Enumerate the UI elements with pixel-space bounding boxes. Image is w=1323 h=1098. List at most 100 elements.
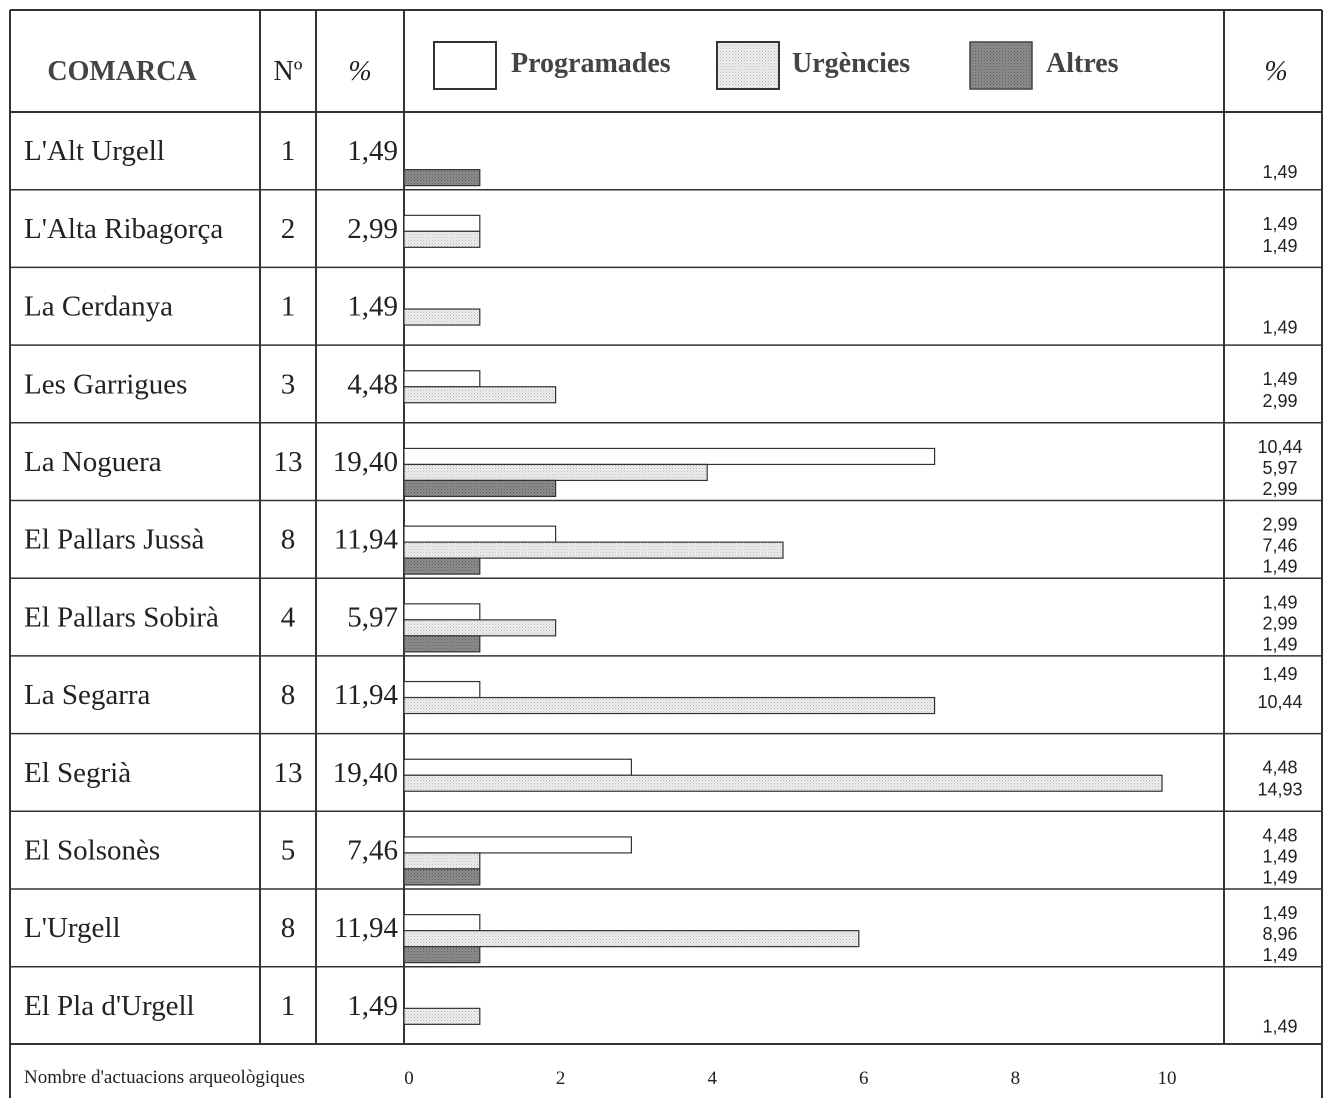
chart-rows: L'Alt Urgell 1 1,491,49L'Alta Ribagorça 2 2,…: [24, 135, 1303, 1037]
row-series-pct: 1,49: [1262, 317, 1297, 337]
header-pct: %: [348, 56, 371, 87]
row-series-pct: 1,49: [1262, 846, 1297, 866]
row-comarca: La Segarra: [24, 679, 151, 711]
row-count: 8: [281, 524, 296, 556]
row-comarca: El Pallars Sobirà: [24, 601, 219, 633]
row-comarca: El Pallars Jussà: [24, 524, 205, 556]
row-series-pct: 1,49: [1262, 162, 1297, 182]
row-count: 13: [274, 757, 303, 789]
row-la-noguera: La Noguera 13 19,40 10,445,972,99: [24, 437, 1303, 499]
row-series-pct: 1,49: [1262, 592, 1297, 612]
row-count: 1: [281, 990, 296, 1022]
row-la-cerdanya: La Cerdanya 1 1,49 1,49: [24, 291, 1298, 338]
legend-label-urgencies: Urgències: [792, 48, 910, 79]
row-comarca: L'Alt Urgell: [24, 135, 165, 167]
bar-programades: [403, 447, 936, 466]
x-tick-label: 6: [859, 1068, 869, 1089]
row-series-pct: 1,49: [1262, 236, 1297, 256]
x-tick-label: 8: [1011, 1068, 1021, 1089]
header-pct-right: %: [1264, 56, 1287, 87]
row-series-pct: 1,49: [1262, 557, 1297, 577]
row-series-pct: 7,46: [1262, 536, 1297, 556]
row-count: 4: [281, 601, 296, 633]
legend-swatch-programades: [433, 41, 497, 90]
row-count: 2: [281, 213, 296, 245]
row-el-pallars-sobira: El Pallars Sobirà 4 5,97 1,492,991,49: [24, 592, 1298, 654]
bar-urgencies: [403, 1007, 481, 1025]
row-pct: 11,94: [334, 524, 399, 556]
table-header: COMARCA Nº % % Programades Urgències Alt…: [47, 41, 1288, 90]
row-series-pct: 10,44: [1257, 692, 1302, 712]
row-series-pct: 4,48: [1262, 825, 1297, 845]
row-pct: 7,46: [347, 834, 398, 866]
row-pct: 19,40: [333, 446, 398, 478]
x-axis-label: Nombre d'actuacions arqueològiques: [24, 1067, 305, 1088]
row-series-pct: 2,99: [1262, 613, 1297, 633]
x-axis: Nombre d'actuacions arqueològiques 0 2 4 6 8…: [24, 1067, 1177, 1089]
bar-altres: [403, 557, 481, 575]
row-pct: 4,48: [347, 368, 398, 400]
row-el-pla-d-urgell: El Pla d'Urgell 1 1,49 1,49: [24, 990, 1298, 1037]
bar-urgencies: [403, 619, 557, 637]
x-tick-label: 4: [707, 1068, 717, 1089]
row-comarca: La Cerdanya: [24, 291, 173, 323]
bar-urgencies: [403, 230, 481, 248]
row-series-pct: 5,97: [1262, 458, 1297, 478]
bar-altres: [403, 868, 481, 886]
row-series-pct: 8,96: [1262, 924, 1297, 944]
bar-programades: [403, 758, 632, 776]
row-series-pct: 2,99: [1262, 515, 1297, 535]
row-series-pct: 1,49: [1262, 664, 1297, 684]
row-series-pct: 1,49: [1262, 945, 1297, 965]
row-comarca: L'Urgell: [24, 912, 121, 944]
bar-urgencies: [403, 774, 1163, 792]
bar-urgencies: [403, 852, 481, 870]
row-l-alta-ribagorca: L'Alta Ribagorça 2 2,99 1,491,49: [24, 213, 1298, 256]
row-series-pct: 1,49: [1262, 214, 1297, 234]
row-series-pct: 1,49: [1262, 634, 1297, 654]
row-pct: 1,49: [347, 990, 398, 1022]
row-count: 1: [281, 291, 296, 323]
row-pct: 19,40: [333, 757, 398, 789]
bar-urgencies: [403, 696, 936, 715]
row-l-urgell: L'Urgell 8 11,94 1,498,961,49: [24, 903, 1298, 965]
row-series-pct: 4,48: [1262, 758, 1297, 778]
row-series-pct: 1,49: [1262, 369, 1297, 389]
legend: Programades Urgències Altres: [433, 41, 1119, 90]
row-series-pct: 2,99: [1262, 391, 1297, 411]
row-count: 8: [281, 679, 296, 711]
row-count: 13: [274, 446, 303, 478]
row-pct: 1,49: [347, 135, 398, 167]
row-series-pct: 10,44: [1257, 437, 1302, 457]
row-series-pct: 1,49: [1262, 903, 1297, 923]
row-count: 8: [281, 912, 296, 944]
row-series-pct: 1,49: [1262, 867, 1297, 887]
legend-label-programades: Programades: [511, 48, 671, 79]
legend-swatch-altres: [969, 41, 1033, 90]
row-les-garrigues: Les Garrigues 3 4,48 1,492,99: [24, 368, 1298, 411]
bar-programades: [403, 370, 481, 388]
row-comarca: L'Alta Ribagorça: [24, 213, 223, 245]
row-pct: 2,99: [347, 213, 398, 245]
x-tick-label: 0: [404, 1068, 414, 1089]
bar-programades: [403, 680, 481, 699]
row-pct: 11,94: [334, 912, 399, 944]
row-comarca: Les Garrigues: [24, 368, 187, 400]
bar-programades: [403, 603, 481, 621]
row-pct: 1,49: [347, 291, 398, 323]
row-el-pallars-jussa: El Pallars Jussà 8 11,94 2,997,461,49: [24, 515, 1298, 577]
row-comarca: La Noguera: [24, 446, 162, 478]
x-tick-label: 10: [1158, 1068, 1177, 1089]
legend-swatch-urgencies: [716, 41, 780, 90]
row-el-solsones: El Solsonès 5 7,46 4,481,491,49: [24, 825, 1298, 887]
bar-altres: [403, 479, 557, 498]
bar-programades: [403, 836, 632, 854]
row-la-segarra: La Segarra 8 11,94 1,49 10,44: [24, 664, 1303, 715]
bar-urgencies: [403, 541, 784, 559]
row-pct: 11,94: [334, 679, 399, 711]
row-pct: 5,97: [347, 601, 398, 633]
bar-urgencies: [403, 386, 557, 404]
bar-altres: [403, 169, 481, 187]
